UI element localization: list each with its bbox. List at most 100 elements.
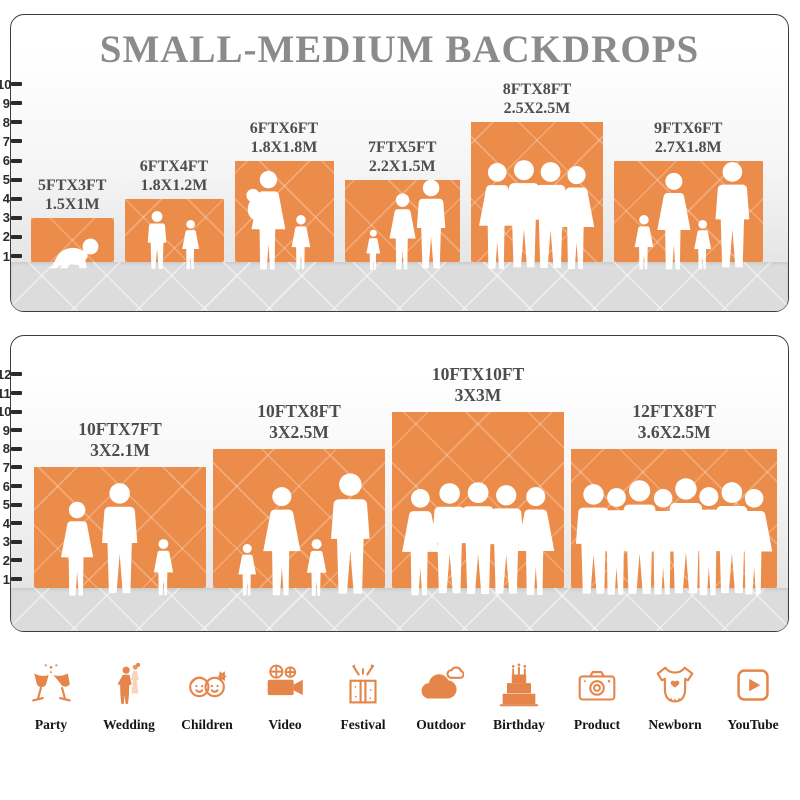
- axis-tick-label: 1: [2, 571, 10, 587]
- category-label: YouTube: [727, 717, 779, 732]
- axis-tick: 8: [0, 440, 22, 458]
- category-item-youtube: YouTube: [718, 662, 788, 733]
- axis-tick-mark: [11, 120, 22, 125]
- axis-tick-label: 5: [2, 172, 10, 188]
- axis-tick-mark: [11, 177, 22, 182]
- axis-tick-mark: [11, 101, 22, 106]
- axis-tick: 6: [0, 152, 22, 170]
- backdrop-bar: [124, 198, 224, 262]
- category-item-birthday: Birthday: [484, 662, 554, 733]
- backdrop-size-label: 5FTX3FT 1.5X1M: [0, 176, 162, 214]
- size-meters: 2.5X2.5M: [503, 100, 571, 118]
- size-feet: 6FTX4FT: [139, 157, 209, 175]
- size-feet: 10FTX7FT: [78, 419, 162, 440]
- size-meters: 3X3M: [454, 384, 502, 405]
- axis-tick-label: 7: [2, 459, 10, 475]
- axis-tick-mark: [11, 254, 22, 258]
- backdrop-size-label: 6FTX4FT 1.8X1.2M: [84, 157, 264, 195]
- category-label: Party: [34, 717, 68, 732]
- axis-tick: 7: [0, 458, 22, 476]
- children-icon: [183, 662, 231, 712]
- size-meters: 2.2X1.5M: [368, 157, 436, 175]
- person-silhouette-woman: [550, 164, 603, 270]
- axis-tick: 2: [0, 228, 22, 246]
- backdrop-size-label: 10FTX8FT 3X2.5M: [209, 401, 389, 443]
- axis-tick: 12: [0, 365, 22, 383]
- category-item-outdoor: Outdoor: [406, 662, 476, 733]
- axis-tick: 1: [0, 570, 22, 588]
- axis-tick: 1: [0, 247, 22, 265]
- newborn-icon: [651, 662, 699, 712]
- axis-tick-mark: [11, 539, 22, 544]
- size-feet: 10FTX10FT: [431, 363, 525, 384]
- axis-tick-mark: [11, 465, 22, 470]
- product-icon: [573, 662, 621, 712]
- axis-tick: 11: [0, 384, 22, 402]
- axis-tick-mark: [11, 391, 22, 395]
- axis-tick: 3: [0, 209, 22, 227]
- size-feet: 6FTX6FT: [249, 119, 319, 137]
- axis-tick-label: 3: [2, 534, 10, 550]
- axis-tick-mark: [11, 372, 22, 377]
- axis-tick-label: 2: [2, 552, 10, 568]
- backdrop-bar: [392, 411, 564, 588]
- backdrop-bar: [34, 467, 206, 588]
- festival-icon: [339, 662, 387, 712]
- size-feet: 9FTX6FT: [654, 119, 723, 137]
- category-label: Children: [181, 717, 233, 732]
- axis-tick-mark: [11, 577, 22, 581]
- axis-tick-label: 7: [2, 133, 10, 149]
- size-feet: 7FTX5FT: [368, 138, 437, 156]
- category-label: Birthday: [493, 717, 545, 732]
- backdrop-size-label: 6FTX6FT 1.8X1.8M: [194, 119, 374, 157]
- category-item-video: Video: [250, 662, 320, 733]
- axis-tick-mark: [11, 521, 22, 526]
- wedding-icon: [105, 662, 153, 712]
- size-meters: 3X2.1M: [90, 440, 150, 461]
- size-meters: 2.7X1.8M: [654, 138, 722, 156]
- axis-tick-label: 9: [2, 422, 10, 438]
- person-silhouette-girl: [363, 229, 384, 270]
- category-item-festival: Festival: [328, 662, 398, 733]
- backdrop-bar: [234, 160, 334, 263]
- category-item-wedding: Wedding: [94, 662, 164, 733]
- axis-tick: 3: [0, 533, 22, 551]
- backdrop-bar: [213, 448, 385, 588]
- size-meters: 3.6X2.5M: [637, 421, 711, 442]
- backdrop-size-label: 8FTX8FT 2.5X2.5M: [447, 80, 627, 118]
- person-silhouette-man: [705, 160, 760, 270]
- axis-tick: 5: [0, 171, 22, 189]
- axis-tick-label: 3: [2, 210, 10, 226]
- size-feet: 10FTX8FT: [257, 400, 341, 421]
- axis-tick-label: 6: [2, 478, 10, 494]
- person-silhouette-boy: [142, 210, 172, 270]
- axis-tick-mark: [11, 558, 22, 563]
- axis-tick-label: 6: [2, 153, 10, 168]
- backdrop-size-label: 9FTX6FT 2.7X1.8M: [598, 119, 778, 157]
- category-label: Newborn: [648, 717, 702, 732]
- backdrop-bar: [571, 448, 778, 588]
- category-label: Outdoor: [416, 717, 466, 732]
- person-silhouette-girl: [178, 219, 203, 270]
- axis-tick: 4: [0, 514, 22, 532]
- axis-tick-label: 10: [0, 404, 12, 420]
- person-silhouette-woman: [727, 487, 781, 596]
- person-silhouette-girl: [149, 538, 178, 596]
- backdrop-bar: [471, 122, 603, 262]
- size-meters: 1.5X1M: [44, 195, 100, 213]
- person-silhouette-man: [408, 178, 454, 270]
- axis-tick-mark: [11, 428, 22, 433]
- axis-tick-mark: [11, 196, 22, 201]
- axis-tick: 8: [0, 113, 22, 131]
- axis-tick-label: 2: [2, 229, 10, 245]
- backdrop-bar: [31, 217, 114, 262]
- category-item-party: Party: [16, 662, 86, 733]
- axis-tick-mark: [11, 502, 22, 507]
- axis-tick-label: 8: [2, 441, 10, 457]
- backdrop-size-label: 10FTX7FT 3X2.1M: [30, 419, 210, 461]
- size-feet: 12FTX8FT: [632, 400, 716, 421]
- axis-tick-mark: [11, 409, 22, 414]
- axis-tick-label: 1: [2, 248, 10, 264]
- axis-tick: 5: [0, 496, 22, 514]
